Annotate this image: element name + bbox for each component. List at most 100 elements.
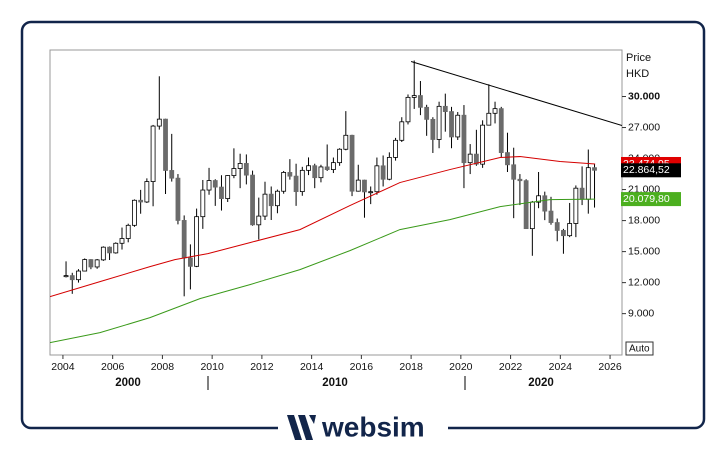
brand: websim xyxy=(321,411,425,442)
candle-body xyxy=(455,114,461,138)
candle-body xyxy=(573,187,579,224)
candle-body xyxy=(517,178,523,182)
y-tick-label: 27.000 xyxy=(628,121,660,133)
candle-body xyxy=(523,180,529,230)
candle-body xyxy=(293,175,299,193)
candle-body xyxy=(94,259,100,268)
line-series xyxy=(50,198,596,344)
candle-body xyxy=(181,220,187,259)
candle-body xyxy=(243,163,249,176)
x-tick-label: 2016 xyxy=(350,361,374,373)
candle-body xyxy=(268,193,274,207)
candle-body xyxy=(256,215,262,226)
candle-body xyxy=(150,125,156,182)
scale-button-label[interactable]: Auto xyxy=(629,344,650,355)
candle-body xyxy=(100,246,106,261)
x-tick-label: 2006 xyxy=(101,361,125,373)
candle-body xyxy=(318,166,324,179)
y-tick-label: 18.000 xyxy=(628,214,660,226)
candle-body xyxy=(200,189,206,218)
candle-body xyxy=(436,105,442,140)
candle-body xyxy=(368,191,374,194)
candle-body xyxy=(125,224,131,239)
y-tick-label: 12.000 xyxy=(628,276,660,288)
candle-body xyxy=(169,170,175,179)
candle-body xyxy=(132,199,137,226)
candle-body xyxy=(542,195,548,212)
candle-body xyxy=(529,201,535,230)
candle-body xyxy=(399,121,405,141)
candle-body xyxy=(187,257,193,267)
candle-body xyxy=(473,153,479,165)
candle-body xyxy=(424,106,430,120)
y-tick-label: 15.000 xyxy=(628,245,660,257)
candle-body xyxy=(324,166,330,170)
candle-body xyxy=(312,165,318,179)
candle-body xyxy=(144,181,150,203)
candle-body xyxy=(355,179,361,192)
candle-body xyxy=(212,180,218,188)
candle-body xyxy=(231,168,237,176)
candle-body xyxy=(405,96,411,123)
candle-body xyxy=(585,167,591,200)
x-tick-label: 2004 xyxy=(51,361,75,373)
candle-body xyxy=(592,167,597,171)
x-tick-label: 2008 xyxy=(151,361,175,373)
candle-body xyxy=(69,275,75,281)
y-title: HKD xyxy=(626,68,649,80)
x-tick-label: 2024 xyxy=(549,361,573,373)
candle-body xyxy=(82,259,88,272)
candle-body xyxy=(175,177,181,221)
candle-body xyxy=(237,163,243,169)
y-title: Price xyxy=(626,52,651,64)
candle-body xyxy=(287,172,293,177)
price-badge-label: 20.079,80 xyxy=(623,193,670,205)
candle-body xyxy=(337,148,343,164)
candle-body xyxy=(76,270,81,281)
candle-body xyxy=(63,275,69,278)
candle-body xyxy=(107,246,112,254)
x-tick-label: 2020 xyxy=(449,361,473,373)
candle-body xyxy=(343,134,349,150)
candle-body xyxy=(561,230,566,237)
x-tick-label: 2026 xyxy=(598,361,622,373)
x-tick-label: 2012 xyxy=(250,361,274,373)
decade-label: 2020 xyxy=(528,377,554,389)
candle-body xyxy=(362,179,367,193)
line-series xyxy=(50,156,596,298)
logo-icon xyxy=(287,415,316,440)
candle-body xyxy=(492,108,498,114)
candle-body xyxy=(349,134,355,192)
candle-body xyxy=(418,95,423,108)
price-badge xyxy=(621,192,681,207)
candle-body xyxy=(536,195,541,203)
candle-body xyxy=(386,157,392,180)
candle-body xyxy=(467,153,473,164)
candle-body xyxy=(330,162,336,170)
candle-body xyxy=(567,223,573,237)
candle-body xyxy=(156,118,162,127)
candle-body xyxy=(505,152,510,166)
candle-body xyxy=(411,95,417,98)
candle-body xyxy=(262,193,268,217)
candle-body xyxy=(548,210,554,223)
candle-body xyxy=(554,222,560,231)
candle-body xyxy=(250,174,255,226)
candle-body xyxy=(442,105,448,112)
candle-body xyxy=(480,124,486,165)
scale-button[interactable] xyxy=(625,341,654,356)
candle-body xyxy=(281,172,287,192)
candle-body xyxy=(225,175,231,199)
y-tick-label: 30.000 xyxy=(628,90,660,102)
candle-body xyxy=(299,169,305,193)
candle-body xyxy=(138,199,144,203)
candle-body xyxy=(119,238,125,244)
x-tick-label: 2018 xyxy=(399,361,423,373)
price-badge-label: 22.864,52 xyxy=(623,164,670,176)
candle-body xyxy=(219,186,224,199)
candle-body xyxy=(380,165,386,180)
x-tick-label: 2010 xyxy=(200,361,224,373)
candle-body xyxy=(206,180,212,191)
